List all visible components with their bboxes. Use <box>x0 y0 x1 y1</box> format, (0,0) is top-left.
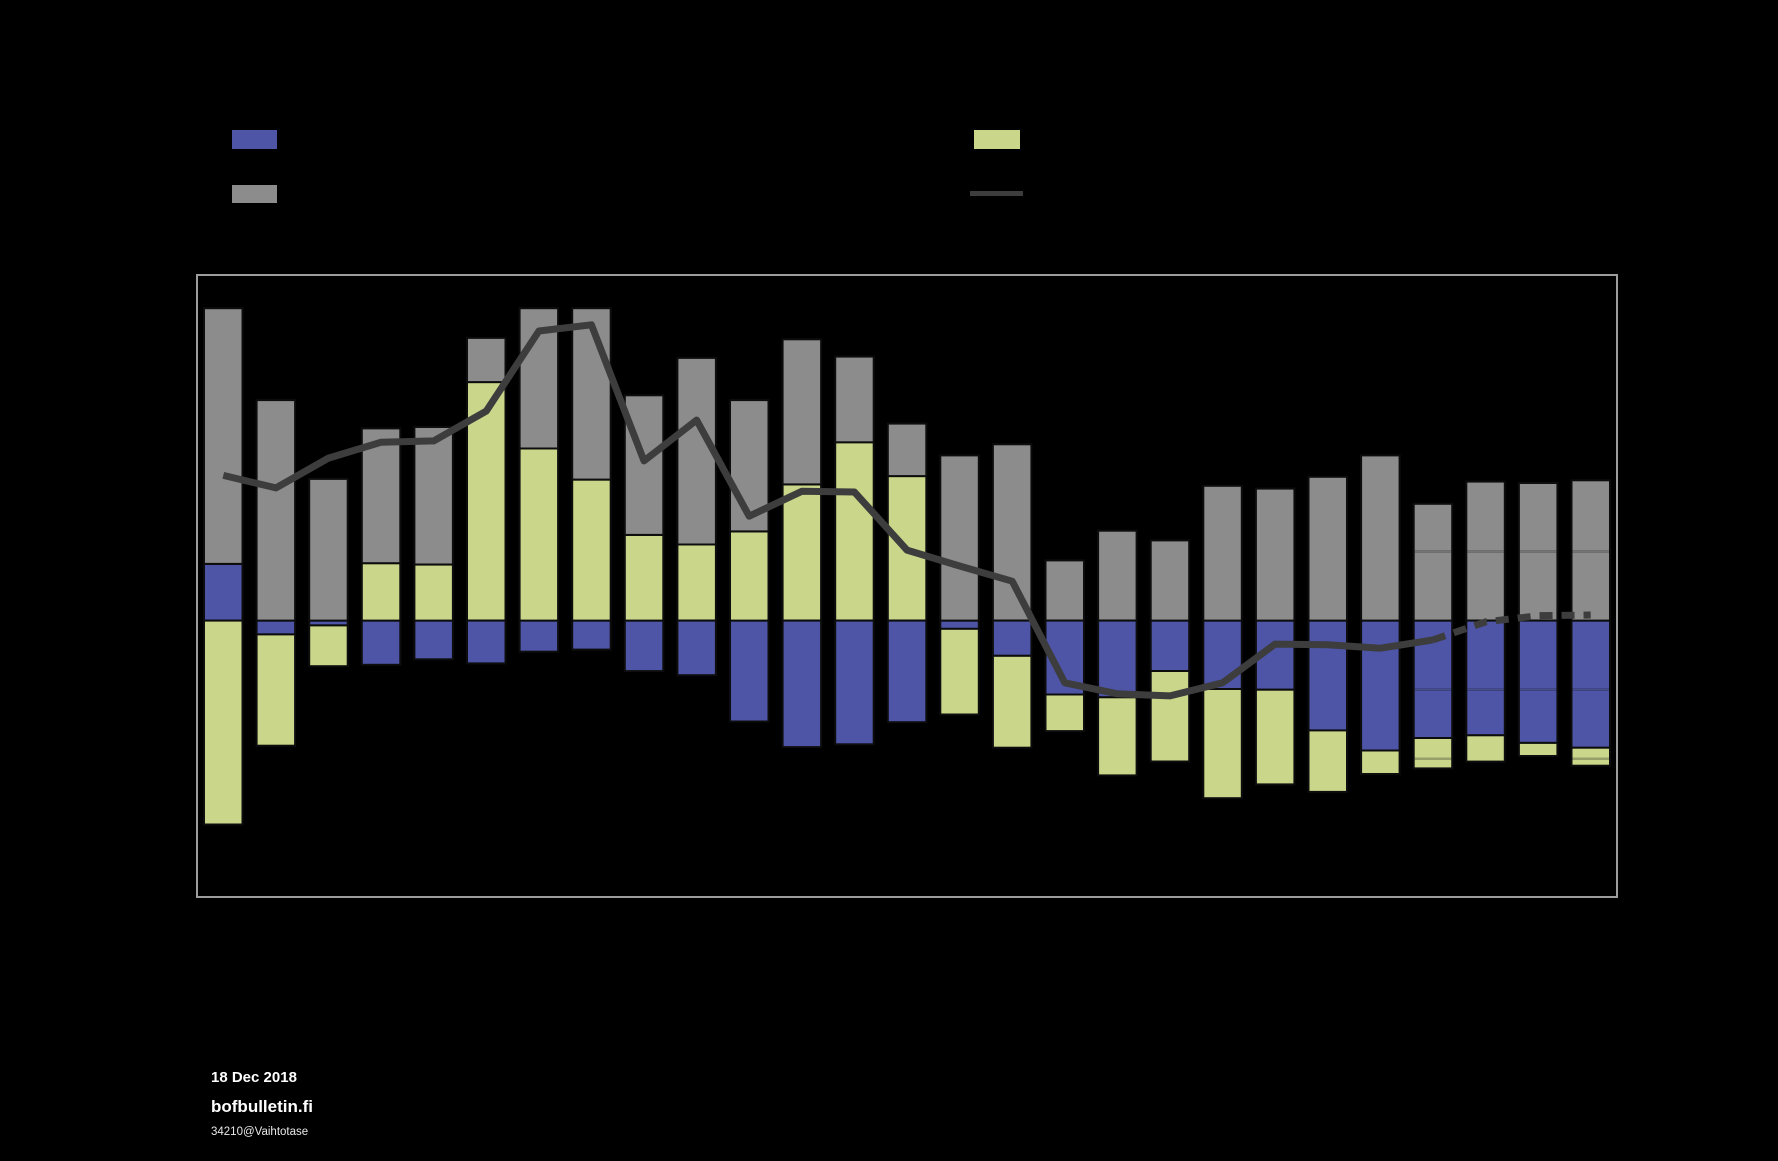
bar-segment-yellow <box>1307 729 1348 793</box>
legend-swatch-blue <box>232 130 277 149</box>
footer-series-code: 34210@Vaihtotase <box>211 1126 309 1138</box>
bar-segment-gray <box>203 307 244 565</box>
bar-segment-yellow <box>203 619 244 826</box>
bar-segment-gray <box>1360 454 1401 622</box>
bar-segment-blue <box>1097 619 1138 699</box>
bar-segment-blue <box>413 619 454 661</box>
bar-segment-yellow <box>939 627 980 716</box>
bar-segment-gray <box>571 307 612 481</box>
footer-site-link[interactable]: bofbulletin.fi <box>211 1097 313 1116</box>
bar-segment-yellow <box>729 530 770 622</box>
total-line <box>222 321 1434 700</box>
bar-segment-yellow <box>571 478 612 622</box>
legend-swatch-yellow <box>974 130 1020 149</box>
bar-segment-gray <box>255 399 297 622</box>
bar-segment-gray <box>1570 479 1611 622</box>
bar-segment-gray <box>1307 475 1348 622</box>
bar-segment-blue <box>886 619 928 724</box>
bar-segment-yellow <box>1360 749 1401 775</box>
legend-swatch-line <box>970 191 1023 196</box>
bar-segment-yellow <box>1202 688 1243 800</box>
bar-segment-blue <box>203 562 244 622</box>
bar-segment-blue <box>1570 619 1611 749</box>
bar-segment-gray <box>1254 487 1296 622</box>
bar-segment-yellow <box>413 563 454 622</box>
plot-frame <box>196 274 1618 898</box>
bar-segment-yellow <box>1570 746 1611 767</box>
footer: 18 Dec 2018 bofbulletin.fi 34210@Vaihtot… <box>211 1068 313 1139</box>
bar-segment-blue <box>1360 619 1401 752</box>
bar-segment-gray <box>939 454 980 622</box>
bar-segment-yellow <box>1254 688 1296 786</box>
bar-segment-blue <box>1465 619 1506 737</box>
bar-segment-gray <box>886 422 928 478</box>
bar-segment-yellow <box>1149 670 1191 763</box>
bar-segment-blue <box>729 619 770 723</box>
bar-segment-gray <box>1517 482 1559 622</box>
bar-segment-blue <box>623 619 665 673</box>
bar-segment-blue <box>991 619 1033 657</box>
bar-segment-yellow <box>781 483 823 622</box>
bar-segment-gray <box>413 426 454 566</box>
bar-segment-gray <box>466 336 507 384</box>
bar-segment-blue <box>1307 619 1348 732</box>
bar-segment-gray <box>360 427 402 565</box>
bar-segment-blue <box>781 619 823 749</box>
bar-segment-blue <box>255 619 297 636</box>
bar-segment-blue <box>834 619 875 746</box>
bar-segment-blue <box>360 619 402 666</box>
bar-segment-yellow <box>676 543 717 622</box>
bar-segment-gray <box>1149 539 1191 622</box>
bar-segment-gray <box>1412 502 1454 622</box>
bar-segment-yellow <box>518 447 560 622</box>
bar-segment-yellow <box>1044 693 1085 733</box>
bar-segment-gray <box>1044 559 1085 622</box>
bar-segment-gray <box>676 356 717 546</box>
bar-segment-gray <box>308 477 349 622</box>
bar-segment-yellow <box>1517 741 1559 758</box>
bar-segment-blue <box>676 619 717 677</box>
bar-segment-yellow <box>1412 737 1454 770</box>
bar-segment-blue <box>518 619 560 653</box>
bar-segment-yellow <box>308 624 349 668</box>
bar-segment-gray <box>834 355 875 444</box>
bar-segment-gray <box>1097 529 1138 622</box>
bar-segment-gray <box>1465 480 1506 622</box>
bar-segment-yellow <box>1465 734 1506 763</box>
footer-date: 18 Dec 2018 <box>211 1069 297 1086</box>
bar-segment-blue <box>1149 619 1191 673</box>
bar-segment-blue <box>939 619 980 630</box>
legend-swatch-gray <box>232 185 277 203</box>
bar-segment-yellow <box>1097 696 1138 777</box>
bar-segment-gray <box>781 338 823 486</box>
bar-segment-blue <box>466 619 507 665</box>
bar-segment-yellow <box>623 533 665 622</box>
bar-segment-blue <box>1517 619 1559 744</box>
bar-segment-gray <box>1202 484 1243 622</box>
bar-segment-gray <box>991 443 1033 622</box>
bar-segment-yellow <box>991 654 1033 749</box>
bar-segment-yellow <box>255 633 297 747</box>
bar-segment-yellow <box>834 441 875 622</box>
bar-segment-blue <box>571 619 612 651</box>
total-line-forecast-dashed <box>1431 611 1591 644</box>
bar-segment-gray <box>623 394 665 536</box>
bar-segment-yellow <box>360 562 402 622</box>
